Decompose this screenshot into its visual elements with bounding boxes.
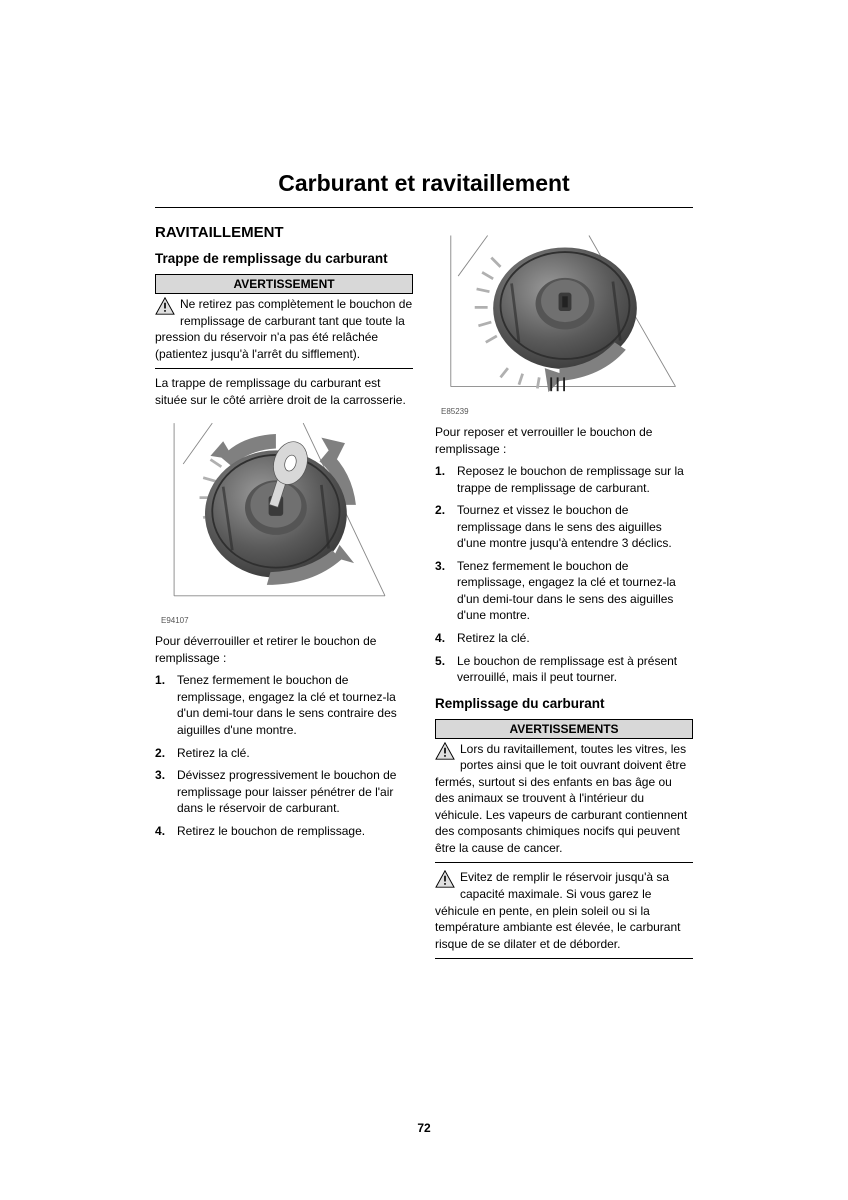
divider bbox=[435, 862, 693, 863]
warning-body: Lors du ravitaillement, toutes les vitre… bbox=[435, 741, 693, 857]
figure-label: E85239 bbox=[441, 407, 693, 416]
warning-header: AVERTISSEMENTS bbox=[435, 719, 693, 739]
list-item: Retirez la clé. bbox=[155, 745, 413, 762]
figure-label: E94107 bbox=[161, 616, 413, 625]
warning-triangle-icon bbox=[155, 297, 175, 315]
warning-body: Evitez de remplir le réservoir jusqu'à s… bbox=[435, 869, 693, 952]
list-item: Le bouchon de remplissage est à présent … bbox=[435, 653, 693, 686]
unlock-steps-list: Tenez fermement le bouchon de remplissag… bbox=[155, 672, 413, 839]
warning-triangle-icon bbox=[435, 870, 455, 888]
page-title: Carburant et ravitaillement bbox=[90, 170, 758, 197]
body-text: La trappe de remplissage du carburant es… bbox=[155, 375, 413, 408]
warning-text: Evitez de remplir le réservoir jusqu'à s… bbox=[435, 870, 680, 950]
fuel-cap-unlock-figure bbox=[155, 414, 413, 614]
divider bbox=[155, 368, 413, 369]
fuel-cap-lock-figure bbox=[435, 230, 693, 405]
body-text: Pour reposer et verrouiller le bouchon d… bbox=[435, 424, 693, 457]
warning-text: Ne retirez pas complètement le bouchon d… bbox=[155, 297, 412, 361]
subsection-heading: Remplissage du carburant bbox=[435, 696, 693, 711]
lock-steps-list: Reposez le bouchon de remplissage sur la… bbox=[435, 463, 693, 686]
list-item: Retirez la clé. bbox=[435, 630, 693, 647]
section-heading: RAVITAILLEMENT bbox=[155, 224, 413, 241]
page-number: 72 bbox=[0, 1121, 848, 1135]
warning-body: Ne retirez pas complètement le bouchon d… bbox=[155, 296, 413, 362]
left-column: RAVITAILLEMENT Trappe de remplissage du … bbox=[155, 224, 413, 965]
warning-text: Lors du ravitaillement, toutes les vitre… bbox=[435, 742, 687, 855]
body-text: Pour déverrouiller et retirer le bouchon… bbox=[155, 633, 413, 666]
subsection-heading: Trappe de remplissage du carburant bbox=[155, 251, 413, 266]
two-column-layout: RAVITAILLEMENT Trappe de remplissage du … bbox=[90, 224, 758, 965]
right-column: E85239 Pour reposer et verrouiller le bo… bbox=[435, 224, 693, 965]
list-item: Dévissez progressivement le bouchon de r… bbox=[155, 767, 413, 817]
list-item: Retirez le bouchon de remplissage. bbox=[155, 823, 413, 840]
list-item: Tenez fermement le bouchon de remplissag… bbox=[435, 558, 693, 624]
manual-page: Carburant et ravitaillement RAVITAILLEME… bbox=[0, 0, 848, 1200]
list-item: Tournez et vissez le bouchon de rempliss… bbox=[435, 502, 693, 552]
list-item: Tenez fermement le bouchon de remplissag… bbox=[155, 672, 413, 738]
warning-triangle-icon bbox=[435, 742, 455, 760]
warning-header: AVERTISSEMENT bbox=[155, 274, 413, 294]
divider bbox=[435, 958, 693, 959]
list-item: Reposez le bouchon de remplissage sur la… bbox=[435, 463, 693, 496]
title-rule bbox=[155, 207, 693, 208]
